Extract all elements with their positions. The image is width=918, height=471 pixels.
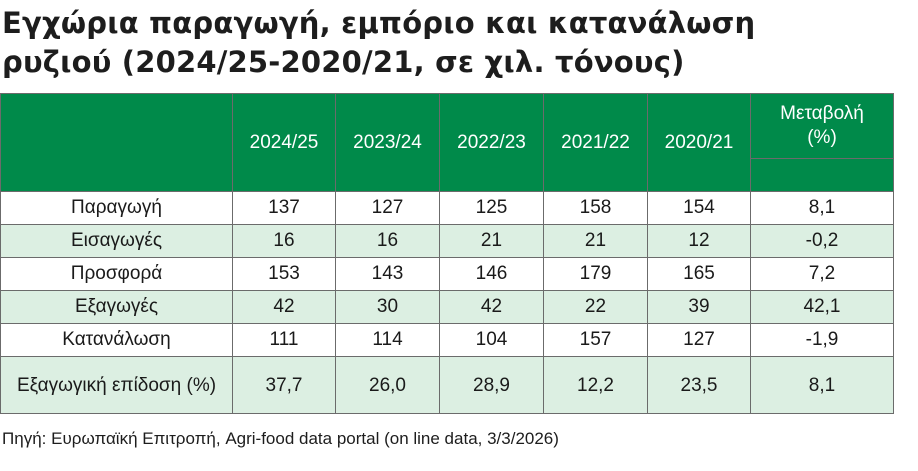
table-cell: 12 <box>647 224 751 258</box>
table-cell: 154 <box>647 191 751 225</box>
header-change: Μεταβολή (%) <box>750 93 894 159</box>
table-cell: 23,5 <box>647 356 751 414</box>
table-cell: 22 <box>543 290 648 324</box>
table-cell: 16 <box>335 224 440 258</box>
change-cell: -1,9 <box>750 323 894 357</box>
table-cell: 143 <box>335 257 440 291</box>
source-note: Πηγή: Ευρωπαϊκή Επιτροπή, Agri-food data… <box>2 429 559 448</box>
table-row: Κατανάλωση 111 114 104 157 127 -1,9 <box>0 323 894 357</box>
table-cell: 104 <box>439 323 544 357</box>
header-year: 2024/25 <box>232 93 336 192</box>
table-cell: 12,2 <box>543 356 648 414</box>
table-cell: 39 <box>647 290 751 324</box>
row-label: Εξαγωγική επίδοση (%) <box>0 356 233 414</box>
header-year: 2023/24 <box>335 93 440 192</box>
row-label-text: Εξαγωγική επίδοση (%) <box>16 374 217 396</box>
table-cell: 125 <box>439 191 544 225</box>
table-cell: 30 <box>335 290 440 324</box>
table-cell: 146 <box>439 257 544 291</box>
table-row: Εξαγωγές 42 30 42 22 39 42,1 <box>0 290 894 324</box>
header-year: 2022/23 <box>439 93 544 192</box>
page-title: Εγχώρια παραγωγή, εμπόριο και κατανάλωση… <box>2 4 902 82</box>
table-row: Εξαγωγική επίδοση (%) 37,7 26,0 28,9 12,… <box>0 356 894 414</box>
table-row: Παραγωγή 137 127 125 158 154 8,1 <box>0 191 894 225</box>
table-cell: 127 <box>647 323 751 357</box>
table-cell: 28,9 <box>439 356 544 414</box>
table-cell: 21 <box>439 224 544 258</box>
change-cell: -0,2 <box>750 224 894 258</box>
change-cell: 42,1 <box>750 290 894 324</box>
table-row: Προσφορά 153 143 146 179 165 7,2 <box>0 257 894 291</box>
row-label: Παραγωγή <box>0 191 233 225</box>
header-change-sub <box>750 158 894 192</box>
data-table: 2024/25 2023/24 2022/23 2021/22 2020/21 … <box>0 93 894 414</box>
change-cell: 7,2 <box>750 257 894 291</box>
table-cell: 26,0 <box>335 356 440 414</box>
table-cell: 42 <box>439 290 544 324</box>
table-cell: 42 <box>232 290 336 324</box>
table-cell: 153 <box>232 257 336 291</box>
table-cell: 127 <box>335 191 440 225</box>
table-cell: 111 <box>232 323 336 357</box>
table-cell: 16 <box>232 224 336 258</box>
table-cell: 158 <box>543 191 648 225</box>
table-cell: 37,7 <box>232 356 336 414</box>
row-label: Εξαγωγές <box>0 290 233 324</box>
table-cell: 179 <box>543 257 648 291</box>
table-row: Εισαγωγές 16 16 21 21 12 -0,2 <box>0 224 894 258</box>
header-change-label: Μεταβολή (%) <box>780 103 864 148</box>
table-cell: 137 <box>232 191 336 225</box>
table-cell: 157 <box>543 323 648 357</box>
table-cell: 21 <box>543 224 648 258</box>
table-cell: 165 <box>647 257 751 291</box>
header-corner <box>0 93 233 192</box>
change-cell: 8,1 <box>750 356 894 414</box>
header-year: 2020/21 <box>647 93 751 192</box>
change-cell: 8,1 <box>750 191 894 225</box>
row-label: Κατανάλωση <box>0 323 233 357</box>
title-line-1: Εγχώρια παραγωγή, εμπόριο και κατανάλωση <box>2 6 756 40</box>
header-year: 2021/22 <box>543 93 648 192</box>
row-label: Εισαγωγές <box>0 224 233 258</box>
title-line-2: ρυζιού (2024/25-2020/21, σε χιλ. τόνους) <box>2 45 685 79</box>
table-cell: 114 <box>335 323 440 357</box>
row-label: Προσφορά <box>0 257 233 291</box>
